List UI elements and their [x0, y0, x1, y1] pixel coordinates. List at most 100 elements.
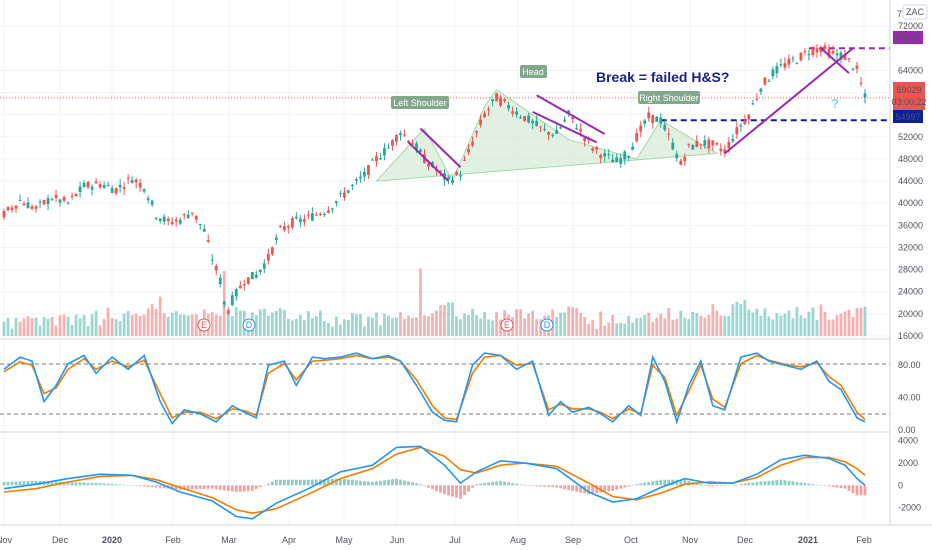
volume-bar [431, 313, 434, 336]
macd-tick-label: -2000 [898, 503, 921, 513]
volume-bar [591, 319, 595, 336]
grid-lines [0, 0, 890, 525]
histogram-bar [631, 485, 635, 486]
volume-bar [130, 315, 134, 336]
histogram-bar [346, 479, 350, 486]
histogram-bar [250, 485, 254, 491]
histogram-bar [651, 481, 655, 486]
dividend-marker[interactable]: D [540, 318, 554, 332]
histogram-bar [463, 485, 466, 496]
histogram-bar [234, 485, 238, 492]
histogram-bar [262, 485, 266, 486]
volume-bar [194, 314, 198, 336]
candle-body [134, 179, 138, 183]
x-tick-label: Feb [165, 535, 181, 545]
trendline[interactable] [820, 47, 850, 74]
candle-body [555, 130, 559, 134]
volume-bar [66, 316, 70, 336]
dividend-marker[interactable]: D [242, 318, 256, 332]
head-label: Head [522, 67, 544, 77]
last-price-label: 59029 [896, 85, 921, 95]
histogram-bar [795, 481, 799, 486]
candle-body [338, 193, 342, 195]
histogram-bar [503, 481, 506, 486]
stochastic-pane[interactable] [0, 352, 890, 425]
volume-bar [134, 313, 138, 336]
trendline[interactable] [407, 141, 450, 182]
candle-body [387, 147, 390, 149]
histogram-bar [575, 485, 579, 492]
candle-body [14, 205, 18, 209]
price-tick-label: 40000 [898, 198, 923, 208]
candle-body [763, 77, 767, 85]
volume-bar [567, 306, 571, 336]
volume-bar [851, 317, 855, 336]
volume-bar [459, 319, 462, 336]
candle-body [138, 182, 142, 188]
trendline[interactable] [536, 94, 606, 135]
candle-body [699, 144, 703, 146]
x-tick-label: Sep [565, 535, 581, 545]
histogram-bar [559, 485, 563, 489]
volume-bar [419, 268, 422, 336]
stoch-k-line [3, 352, 866, 425]
histogram-bar [150, 485, 154, 488]
candle-body [791, 58, 795, 60]
histogram-bar [266, 483, 270, 486]
candle-body [170, 221, 174, 225]
volume-bar [359, 314, 362, 336]
volume-bar [791, 318, 795, 336]
volume-bar [78, 318, 82, 336]
volume-bar [787, 310, 791, 336]
price-pane[interactable]: E D E D Left Shoulder Head Right Shoulde… [0, 42, 890, 336]
volume-bar [387, 315, 390, 336]
candle-body [447, 176, 450, 180]
histogram-bar [403, 480, 406, 486]
candle-body [30, 206, 34, 209]
histogram-bar [367, 481, 370, 486]
histogram-bar [387, 479, 390, 486]
price-axis[interactable]: 7 ZAC 7200064000600005600052000480004400… [897, 4, 928, 341]
volume-bar [298, 314, 302, 336]
stoch-axis[interactable]: 80.00 40.00 0.00 [898, 360, 921, 435]
trendline[interactable] [532, 110, 598, 144]
histogram-bar [146, 485, 150, 487]
histogram-bar [138, 485, 142, 487]
candle-body [222, 301, 226, 305]
candle-body [326, 210, 330, 213]
candle-body [707, 139, 711, 149]
macd-pane[interactable] [2, 445, 867, 520]
trendline[interactable] [724, 47, 854, 155]
earnings-marker[interactable]: E [500, 318, 514, 332]
volume-bar [607, 322, 611, 336]
volume-bar [403, 318, 406, 336]
volume-bar [274, 311, 278, 336]
trendline-drawings[interactable] [407, 47, 854, 182]
volume-bar [539, 319, 543, 336]
volume-bar [691, 312, 695, 336]
volume-bar [639, 317, 643, 336]
histogram-bar [515, 483, 518, 486]
histogram-bar [294, 479, 298, 486]
candle-body [539, 126, 543, 128]
volume-bar [142, 314, 146, 336]
price-tick-label: 36000 [898, 220, 923, 230]
candle-body [643, 120, 647, 124]
event-markers[interactable]: E D E D [197, 318, 554, 332]
candle-body [395, 135, 398, 142]
x-tick-label: 2021 [798, 535, 818, 545]
trendline[interactable] [419, 127, 462, 168]
volume-bar [371, 317, 374, 336]
candle-body [827, 49, 831, 57]
candle-body [807, 54, 811, 56]
candle-body [254, 274, 258, 278]
macd-axis[interactable]: 4000 2000 0 -2000 [898, 436, 921, 513]
candle-body [711, 140, 715, 146]
candle-body [234, 289, 238, 297]
time-axis[interactable]: Nov Dec 2020 Feb Mar Apr May Jun Jul Aug Sep Oct Nov… [0, 535, 872, 545]
earnings-marker[interactable]: E [197, 318, 211, 332]
volume-bar [411, 317, 414, 336]
pattern-labels[interactable]: Left Shoulder Head Right Shoulder Break … [391, 65, 839, 111]
macd-histogram [2, 478, 867, 499]
